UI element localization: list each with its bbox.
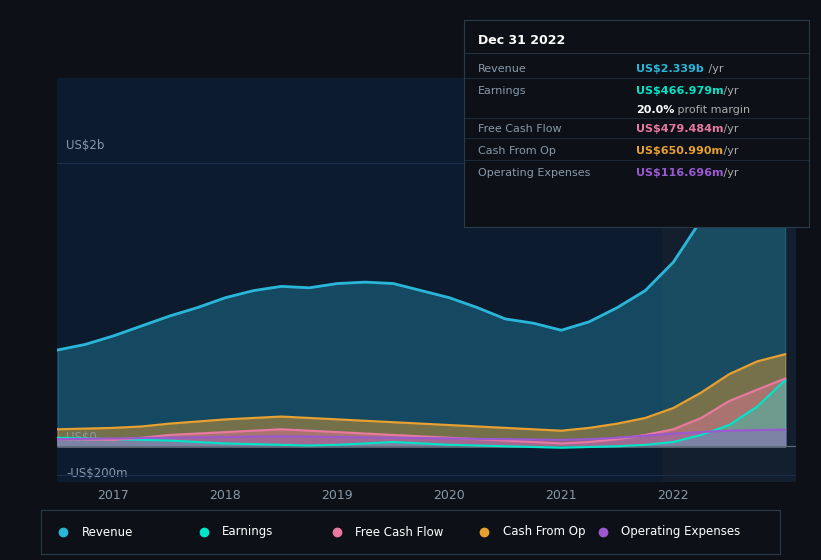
Text: /yr: /yr [704, 64, 723, 74]
Text: -US$200m: -US$200m [67, 467, 128, 480]
Text: Operating Expenses: Operating Expenses [478, 168, 590, 178]
Text: /yr: /yr [720, 86, 738, 96]
Text: US$2.339b: US$2.339b [636, 64, 704, 74]
Text: Revenue: Revenue [478, 64, 526, 74]
Text: profit margin: profit margin [674, 105, 750, 115]
Text: US$479.484m: US$479.484m [636, 124, 724, 134]
Text: Operating Expenses: Operating Expenses [621, 525, 741, 539]
Text: Cash From Op: Cash From Op [478, 146, 556, 156]
Text: US$116.696m: US$116.696m [636, 168, 724, 178]
Text: /yr: /yr [720, 124, 738, 134]
Text: US$650.990m: US$650.990m [636, 146, 723, 156]
Text: Free Cash Flow: Free Cash Flow [478, 124, 562, 134]
Text: Revenue: Revenue [82, 525, 133, 539]
Bar [662, 78, 796, 482]
Text: US$0: US$0 [67, 431, 97, 444]
Text: Earnings: Earnings [478, 86, 526, 96]
Text: Free Cash Flow: Free Cash Flow [355, 525, 443, 539]
Text: Cash From Op: Cash From Op [502, 525, 585, 539]
Text: /yr: /yr [720, 146, 738, 156]
Text: Earnings: Earnings [222, 525, 273, 539]
Text: US$2b: US$2b [67, 139, 105, 152]
Text: /yr: /yr [720, 168, 738, 178]
Text: 20.0%: 20.0% [636, 105, 675, 115]
Text: Dec 31 2022: Dec 31 2022 [478, 34, 565, 47]
Text: US$466.979m: US$466.979m [636, 86, 724, 96]
